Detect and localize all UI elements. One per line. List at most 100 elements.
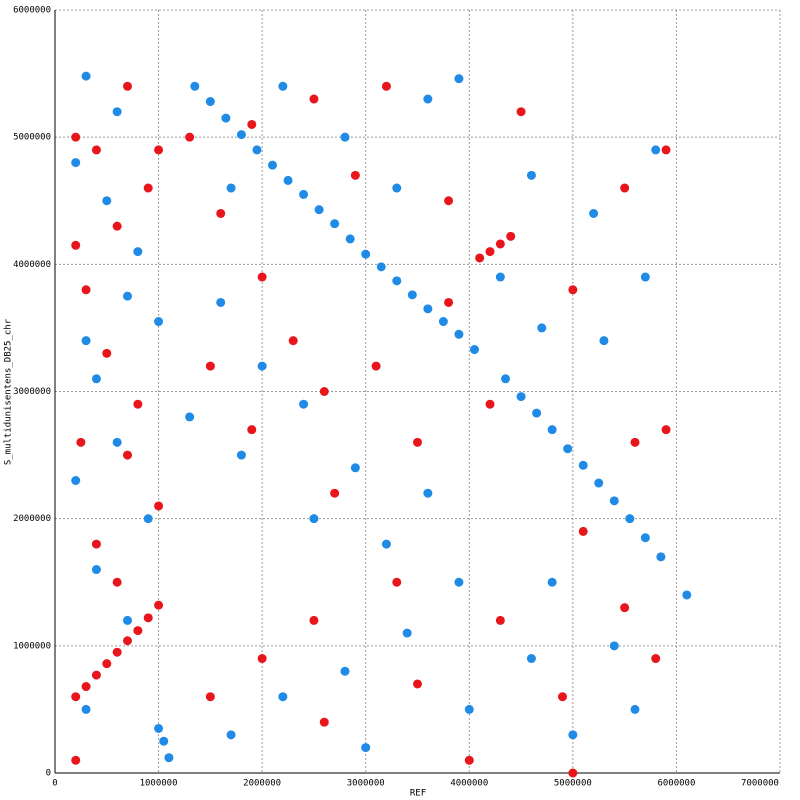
point [495,272,505,282]
y-tick-label: 2000000 [13,514,51,524]
point [469,345,479,355]
point [682,590,692,600]
point [319,717,329,727]
point [413,679,422,689]
point [501,374,511,384]
point [402,628,412,638]
point [123,450,132,460]
point [589,208,599,218]
point [423,488,433,498]
x-tick-label: 1000000 [140,779,178,789]
point [454,74,464,84]
point [154,723,164,733]
point [392,183,402,193]
point [578,460,588,470]
point [594,478,604,488]
point [154,600,164,610]
point [71,692,81,702]
point [257,654,267,664]
point [620,183,630,193]
point [288,336,298,346]
point [381,81,391,91]
y-tick-label: 4000000 [13,260,51,270]
point [475,253,485,263]
point [516,107,526,117]
point [314,205,324,215]
point [71,158,81,168]
point [630,437,640,447]
point [381,539,391,549]
point [226,183,236,193]
point [485,399,495,409]
point [71,132,81,142]
point [112,107,122,117]
point [340,666,350,676]
point [350,463,360,473]
point [71,476,81,486]
point [247,425,257,435]
point [526,170,536,180]
point [252,145,262,155]
y-tick-label: 6000000 [13,6,51,16]
point [91,374,101,384]
point [625,514,635,524]
point [444,297,454,307]
point [568,285,578,295]
point [154,145,164,155]
point [112,647,122,657]
y-tick-label: 3000000 [13,387,51,397]
point [247,119,257,129]
point [640,272,650,282]
point [319,387,329,396]
y-tick-label: 1000000 [13,641,51,651]
point [526,654,536,664]
point [558,692,567,702]
point [361,249,371,259]
x-tick-label: 2000000 [243,779,281,789]
x-tick-label: 7000000 [741,779,779,789]
point [133,399,143,409]
point [190,81,200,91]
point [159,736,169,746]
point [205,692,215,702]
point [91,539,101,549]
point [438,317,448,327]
point [350,170,360,180]
point [112,437,122,447]
point [164,753,174,763]
point [563,444,573,454]
point [568,768,578,778]
point [81,336,91,346]
point [656,552,666,562]
point [257,361,267,371]
point [578,526,588,536]
point [661,425,671,435]
point [464,755,474,765]
point [661,145,671,155]
point [547,577,557,587]
point [268,160,277,170]
point [392,276,402,286]
point [123,636,132,646]
point [143,514,153,524]
point [91,670,101,680]
point [283,175,293,185]
point [454,577,464,587]
point [309,94,319,104]
point [454,329,464,339]
point [123,81,132,91]
point [133,626,143,636]
point [133,247,143,257]
point [71,240,81,250]
point [340,132,350,142]
y-tick-label: 5000000 [13,133,51,143]
point [102,348,112,358]
point [278,692,288,702]
point [620,603,630,613]
point [413,437,422,447]
point [112,577,122,587]
point [185,412,195,422]
point [495,239,505,249]
point [81,704,91,714]
point [495,615,505,625]
